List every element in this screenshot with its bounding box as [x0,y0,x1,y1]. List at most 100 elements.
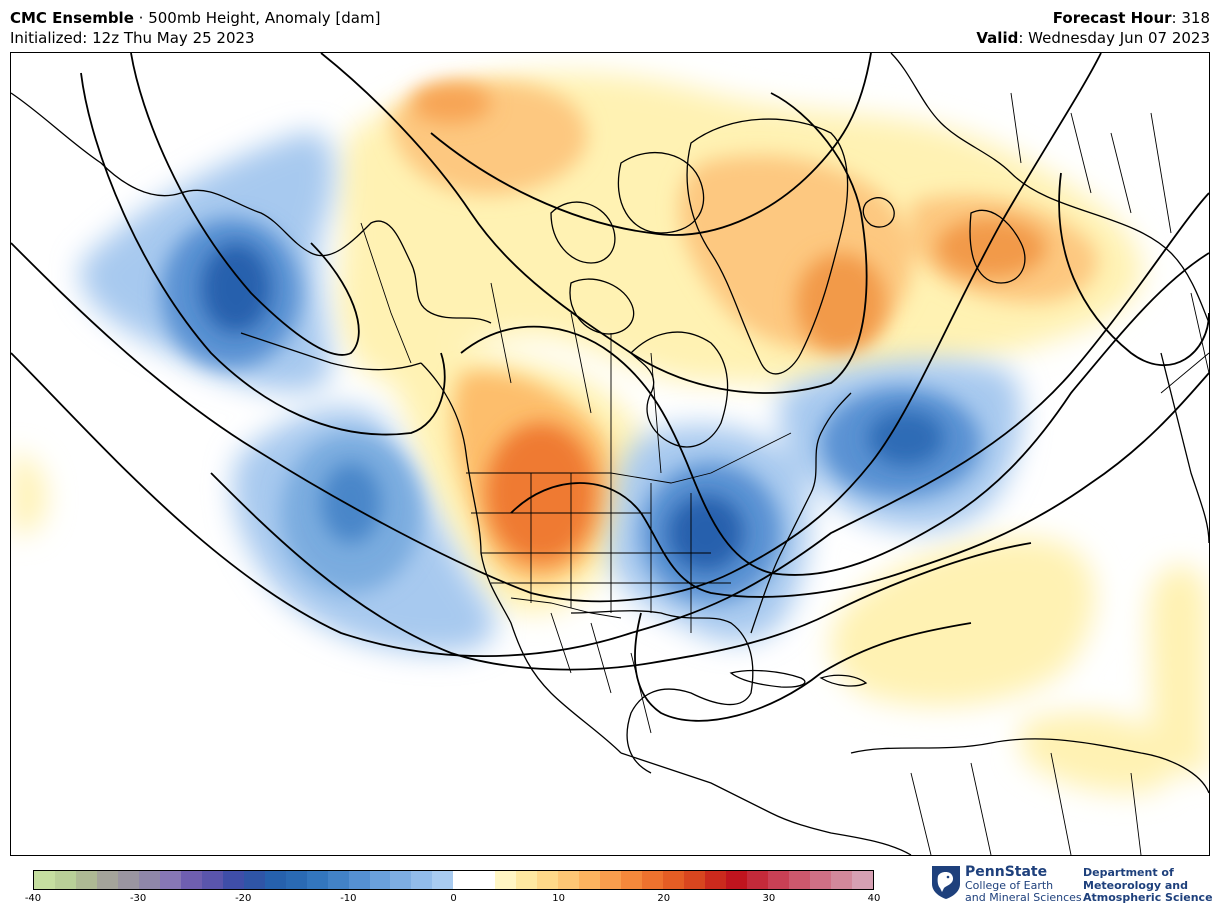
cuba [729,669,806,688]
dept-line-2: Meteorology and [1083,879,1188,892]
positive-anomaly-caribbean [1021,712,1179,793]
colorbar-tick-label: -10 [340,893,357,904]
colorbar-segment [537,871,559,889]
forecast-hour: Forecast Hour: 318 [1053,8,1210,28]
colorbar-segment [495,871,517,889]
anomaly-map [10,52,1210,856]
west-coast [420,362,622,754]
contour-8 [510,372,1209,598]
central-america [620,752,912,855]
colorbar-segment [725,871,747,889]
valid-label: Valid [976,29,1019,47]
colorbar-segment [117,871,139,889]
colorbar-segment [34,871,55,889]
negative-strong-pacific [321,463,381,543]
colorbar-tick-label: -20 [235,893,252,904]
penn-state-shield-icon [932,866,960,899]
colorbar-segment [830,871,852,889]
colorbar-segment [180,871,202,889]
contour-7 [460,252,1209,576]
colorbar-segment [75,871,97,889]
colorbar-segment [243,871,265,889]
positive-strong-greenland [796,253,886,353]
colorbar-segment [222,871,244,889]
contour-9 [210,472,1032,671]
colorbar-segment [327,871,349,889]
colorbar-tick-label: -40 [24,893,42,904]
anomaly-colorbar [33,870,874,890]
colorbar-segment [851,871,873,889]
colorbar-segment [788,871,810,889]
greenland-coast [686,118,849,375]
colorbar-segment [138,871,160,889]
forecast-hour-label: Forecast Hour [1052,9,1172,27]
colorbar-segment [54,871,76,889]
colorbar-segment [642,871,664,889]
colorbar-tick-label: 10 [552,893,565,904]
alaska-canada-border [360,222,412,364]
model-name: CMC Ensemble [10,9,134,27]
colorbar-segment [285,871,307,889]
east-coast [750,392,852,634]
colorbar-tick-label: 0 [450,893,457,904]
colorbar-segment [201,871,223,889]
africa-coast [1160,352,1209,544]
dept-line-3: Atmospheric Science [1083,891,1213,904]
psu-college-line-1: College of Earth [965,879,1054,892]
negative-strong-alaska [201,243,271,333]
height-contours [11,53,1209,722]
colorbar-segment [767,871,789,889]
psu-college-line-2: and Mineral Sciences [965,891,1082,904]
positive-strong-rockies [486,423,596,563]
us-states [471,473,731,633]
aleutian-chain [240,332,422,371]
contour-5 [320,53,868,394]
title-separator: · [133,9,149,27]
colorbar-segment [579,871,601,889]
colorbar-segment [746,871,768,889]
valid-time: Valid: Wednesday Jun 07 2023 [976,28,1210,48]
iceland [862,197,895,228]
colorbar-segment [663,871,685,889]
dept-line-1: Department of [1083,866,1174,879]
initialized-time: Initialized: 12z Thu May 25 2023 [10,29,255,47]
colorbar-segment [621,871,643,889]
colorbar-segment [390,871,412,889]
positive-strong-iceland [936,218,1046,278]
psu-name: PennState [965,864,1048,880]
colorbar-segment [432,871,454,889]
europe-borders [1010,92,1209,394]
scandinavia [969,209,1026,284]
colorbar-tick-label: 40 [867,893,881,904]
colorbar-segment [684,871,705,889]
product-name: 500mb Height, Anomaly [dam] [148,9,381,27]
colorbar-segment [264,871,286,889]
title-line: CMC Ensemble · 500mb Height, Anomaly [da… [10,8,380,28]
hispaniola [819,674,868,687]
valid-value: : Wednesday Jun 07 2023 [1018,29,1210,47]
forecast-hour-value: : 318 [1171,9,1210,27]
negative-anomaly-mid-layer [161,218,981,603]
canadian-provinces [490,282,662,474]
europe-coast [890,53,1209,324]
colorbar-segment [600,871,622,889]
colorbar-segment [411,871,433,889]
negative-strong-north-atlantic [868,410,944,466]
contour-6 [430,53,872,236]
contour-2 [11,192,1209,657]
colorbar-segment [369,871,391,889]
map-canvas [11,53,1209,855]
colorbar-tick-label: -30 [129,893,147,904]
colorbar-segment [558,871,580,889]
colorbar-segment [705,871,726,889]
colorbar-segment [96,871,118,889]
negative-anomaly-strong-layer [201,243,944,571]
colorbar-segment [306,871,328,889]
positive-anomaly-east-atlantic [1148,565,1209,775]
colorbar-segment [474,871,496,889]
colorbar-segment [809,871,831,889]
contour-3 [80,72,446,436]
south-america [850,738,1209,794]
negative-strong-eastern-us [668,495,744,571]
positive-anomaly-pacific-west [11,453,46,534]
